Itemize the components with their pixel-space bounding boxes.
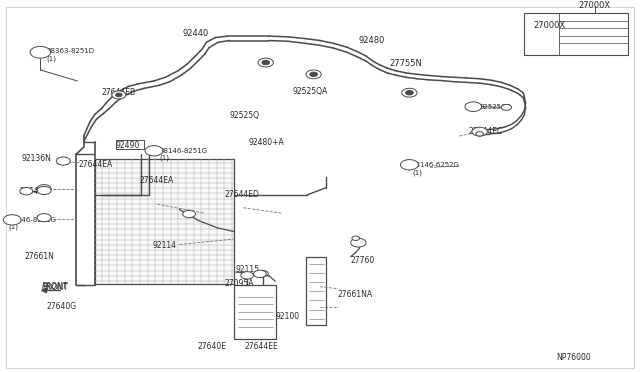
Bar [306, 257, 326, 326]
Circle shape [241, 272, 253, 279]
Text: 27644E: 27644E [20, 187, 49, 196]
Text: FRONT: FRONT [42, 283, 68, 292]
Circle shape [401, 160, 419, 170]
Circle shape [182, 210, 195, 218]
Text: FRONT: FRONT [42, 282, 68, 291]
Circle shape [37, 186, 51, 195]
Bar [116, 140, 145, 149]
Circle shape [406, 90, 413, 95]
Circle shape [112, 91, 126, 99]
Circle shape [37, 214, 51, 222]
Text: A: A [471, 104, 476, 110]
Circle shape [145, 145, 163, 156]
Text: 27644ED: 27644ED [224, 190, 259, 199]
Text: NP76000: NP76000 [556, 353, 591, 362]
Text: 92136N: 92136N [21, 154, 51, 163]
Circle shape [351, 238, 366, 247]
Circle shape [30, 46, 51, 58]
Circle shape [476, 132, 483, 136]
Text: 92525QA: 92525QA [292, 87, 328, 96]
Text: 27755N: 27755N [389, 59, 422, 68]
Circle shape [20, 187, 33, 195]
Text: 92100: 92100 [275, 312, 300, 321]
Text: 27644EA: 27644EA [140, 176, 174, 185]
Circle shape [56, 157, 70, 165]
Bar [95, 159, 234, 284]
Circle shape [472, 127, 487, 136]
Text: 27644EB: 27644EB [102, 88, 136, 97]
Text: 08146-8251G
(1): 08146-8251G (1) [159, 148, 207, 161]
Circle shape [402, 88, 417, 97]
Text: 27661NA: 27661NA [338, 291, 373, 299]
Circle shape [310, 72, 317, 77]
Text: 27640G: 27640G [47, 302, 77, 311]
Text: 08146-6252G
(1): 08146-6252G (1) [412, 163, 460, 176]
Text: 92440: 92440 [182, 29, 209, 38]
Text: 27644EA: 27644EA [79, 160, 113, 169]
Text: 92490: 92490 [116, 141, 140, 150]
Bar [234, 285, 276, 339]
Circle shape [116, 93, 122, 97]
Text: B: B [152, 148, 156, 154]
Text: 27644EE: 27644EE [244, 342, 278, 351]
Text: 27760: 27760 [351, 256, 375, 265]
Text: 92114: 92114 [153, 241, 177, 250]
Text: 27644EC: 27644EC [468, 127, 502, 136]
Text: 925250C: 925250C [479, 105, 511, 110]
Text: B: B [407, 162, 412, 168]
Text: 08146-8251G
(1): 08146-8251G (1) [8, 217, 56, 230]
Text: 92115: 92115 [236, 264, 260, 274]
Bar [524, 13, 628, 55]
Circle shape [258, 270, 268, 276]
Circle shape [465, 102, 481, 112]
Text: 27640E: 27640E [197, 342, 227, 351]
Text: 92525Q: 92525Q [229, 111, 259, 121]
Text: B: B [10, 217, 15, 223]
Circle shape [253, 270, 266, 278]
Text: 92480: 92480 [358, 36, 385, 45]
Circle shape [352, 236, 360, 240]
Text: 27095A: 27095A [224, 279, 253, 288]
Circle shape [306, 70, 321, 79]
Text: 92480+A: 92480+A [248, 138, 284, 147]
Text: 27000X: 27000X [534, 20, 566, 30]
Text: 08363-8251D
(1): 08363-8251D (1) [47, 48, 95, 62]
Text: 27661N: 27661N [25, 252, 55, 261]
Circle shape [37, 185, 51, 193]
Text: S: S [38, 48, 43, 57]
Circle shape [501, 105, 511, 110]
Circle shape [3, 215, 21, 225]
Text: 27000X: 27000X [578, 1, 610, 10]
Circle shape [262, 60, 269, 65]
Circle shape [258, 58, 273, 67]
